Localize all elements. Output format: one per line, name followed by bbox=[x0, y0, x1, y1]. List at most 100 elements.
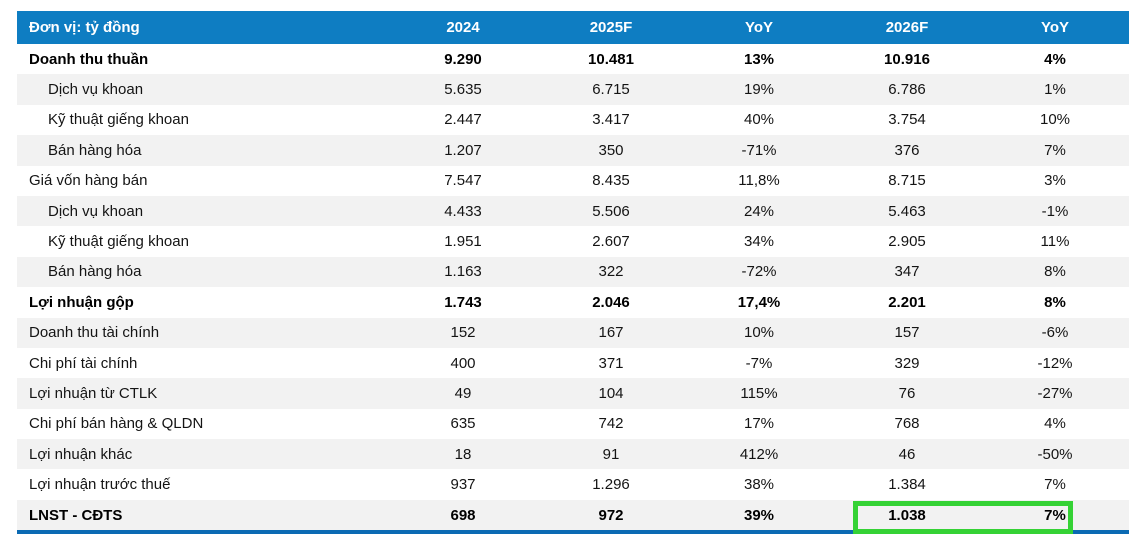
cell-yoy-col5: 11% bbox=[1040, 233, 1070, 251]
row-label: Giá vốn hàng bán bbox=[29, 172, 148, 190]
cell-2024-col1: 1.951 bbox=[444, 233, 482, 251]
table-row: Lợi nhuận khác 18 91 412% 46 -50% bbox=[17, 439, 1129, 470]
cell-2026f-col4: 10.916 bbox=[884, 50, 930, 68]
row-label: Lợi nhuận khác bbox=[29, 445, 133, 463]
row-label: Bán hàng hóa bbox=[48, 141, 142, 159]
cell-2025f-col2: 322 bbox=[598, 263, 624, 281]
column-header-2024: 2024 bbox=[446, 19, 480, 36]
column-header-yoy-2: YoY bbox=[1040, 19, 1070, 36]
cell-2025f-col2: 10.481 bbox=[588, 50, 634, 68]
cell-2026f-col4: 329 bbox=[894, 354, 920, 372]
cell-yoy-col5: 8% bbox=[1044, 263, 1066, 281]
cell-2024-col1: 2.447 bbox=[444, 111, 482, 129]
cell-2025f-col2: 104 bbox=[598, 384, 624, 402]
cell-2026f-col4: 46 bbox=[898, 445, 916, 463]
row-label: Dịch vụ khoan bbox=[48, 81, 144, 99]
table-row: LNST - CĐTS 698 972 39% 1.038 7% bbox=[17, 499, 1129, 531]
cell-2026f-col4: 3.754 bbox=[888, 111, 926, 129]
cell-yoy-col3: 17% bbox=[743, 415, 775, 433]
cell-2025f-col2: 972 bbox=[598, 506, 624, 524]
cell-yoy-col3: 38% bbox=[743, 476, 775, 494]
table-row: Kỹ thuật giếng khoan 1.951 2.607 34% 2.905 11… bbox=[17, 226, 1129, 257]
unit-label: Đơn vị: tỷ đồng bbox=[29, 19, 140, 36]
cell-2024-col1: 152 bbox=[450, 324, 476, 342]
table-row: Kỹ thuật giếng khoan 2.447 3.417 40% 3.754 10… bbox=[17, 104, 1129, 136]
cell-yoy-col5: 3% bbox=[1044, 172, 1066, 190]
cell-2024-col1: 937 bbox=[450, 476, 476, 494]
table-bottom-border bbox=[17, 530, 1129, 535]
cell-2025f-col2: 2.046 bbox=[592, 293, 630, 311]
table-row: Bán hàng hóa 1.207 350 -71% 376 7% bbox=[17, 135, 1129, 166]
cell-2026f-col4: 76 bbox=[898, 384, 916, 402]
table-row: Lợi nhuận trước thuế 937 1.296 38% 1.384 7% bbox=[17, 469, 1129, 500]
cell-2026f-col4: 157 bbox=[894, 324, 920, 342]
table-body: Doanh thu thuần 9.290 10.481 13% 10.916 4% Dịc… bbox=[17, 44, 1129, 531]
cell-2025f-col2: 742 bbox=[598, 415, 624, 433]
cell-yoy-col3: 13% bbox=[743, 50, 775, 68]
table-row: Bán hàng hóa 1.163 322 -72% 347 8% bbox=[17, 256, 1129, 288]
financial-forecast-table: Đơn vị: tỷ đồng 2024 2025F YoY 2026F YoY… bbox=[17, 11, 1129, 535]
cell-2024-col1: 5.635 bbox=[444, 81, 482, 99]
cell-yoy-col5: 7% bbox=[1044, 476, 1066, 494]
row-label: Bán hàng hóa bbox=[48, 263, 142, 281]
cell-yoy-col5: 4% bbox=[1044, 415, 1066, 433]
column-header-2025f: 2025F bbox=[589, 19, 633, 36]
cell-2025f-col2: 5.506 bbox=[592, 202, 630, 220]
cell-yoy-col3: 11,8% bbox=[738, 172, 780, 190]
cell-2026f-col4: 2.905 bbox=[888, 233, 926, 251]
cell-2025f-col2: 3.417 bbox=[592, 111, 630, 129]
cell-2026f-col4: 1.038 bbox=[888, 506, 926, 524]
cell-yoy-col3: 10% bbox=[743, 324, 775, 342]
table-row: Giá vốn hàng bán 7.547 8.435 11,8% 8.715 3% bbox=[17, 165, 1129, 196]
cell-2026f-col4: 1.384 bbox=[888, 476, 926, 494]
table-row: Dịch vụ khoan 4.433 5.506 24% 5.463 -1% bbox=[17, 195, 1129, 227]
cell-yoy-col5: 10% bbox=[1039, 111, 1071, 129]
cell-2024-col1: 9.290 bbox=[444, 50, 482, 68]
cell-2024-col1: 4.433 bbox=[444, 202, 482, 220]
cell-2026f-col4: 8.715 bbox=[888, 172, 926, 190]
row-label: Lợi nhuận gộp bbox=[29, 293, 134, 311]
table-row: Lợi nhuận gộp 1.743 2.046 17,4% 2.201 8% bbox=[17, 287, 1129, 318]
cell-2025f-col2: 91 bbox=[602, 445, 620, 463]
cell-yoy-col5: -50% bbox=[1037, 445, 1073, 463]
row-label: Chi phí bán hàng & QLDN bbox=[29, 415, 204, 433]
cell-2025f-col2: 167 bbox=[598, 324, 624, 342]
row-label: Chi phí tài chính bbox=[29, 354, 138, 372]
cell-2024-col1: 698 bbox=[450, 506, 476, 524]
cell-yoy-col5: 8% bbox=[1044, 293, 1066, 311]
cell-2024-col1: 400 bbox=[450, 354, 476, 372]
cell-2024-col1: 1.207 bbox=[444, 141, 482, 159]
cell-2026f-col4: 6.786 bbox=[888, 81, 926, 99]
cell-yoy-col3: 19% bbox=[743, 81, 775, 99]
cell-yoy-col5: 4% bbox=[1044, 50, 1066, 68]
cell-2026f-col4: 768 bbox=[894, 415, 920, 433]
row-label: Kỹ thuật giếng khoan bbox=[48, 111, 189, 129]
cell-2026f-col4: 2.201 bbox=[888, 293, 926, 311]
cell-yoy-col3: 115% bbox=[740, 384, 778, 402]
row-label: LNST - CĐTS bbox=[29, 506, 123, 524]
cell-2024-col1: 18 bbox=[454, 445, 472, 463]
cell-yoy-col3: 24% bbox=[743, 202, 775, 220]
row-label: Lợi nhuận từ CTLK bbox=[29, 384, 158, 402]
cell-2024-col1: 1.743 bbox=[444, 293, 482, 311]
cell-2025f-col2: 8.435 bbox=[592, 172, 630, 190]
cell-2025f-col2: 2.607 bbox=[592, 233, 630, 251]
cell-yoy-col5: -6% bbox=[1041, 324, 1069, 342]
row-label: Lợi nhuận trước thuế bbox=[29, 476, 171, 494]
cell-2025f-col2: 350 bbox=[598, 141, 624, 159]
row-label: Kỹ thuật giếng khoan bbox=[48, 233, 189, 251]
cell-yoy-col5: 7% bbox=[1044, 506, 1066, 524]
cell-yoy-col3: 412% bbox=[739, 445, 779, 463]
cell-yoy-col3: -71% bbox=[741, 141, 777, 159]
table-row: Chi phí tài chính 400 371 -7% 329 -12% bbox=[17, 347, 1129, 379]
cell-2025f-col2: 1.296 bbox=[592, 476, 630, 494]
cell-yoy-col5: 1% bbox=[1044, 81, 1066, 99]
cell-2025f-col2: 371 bbox=[598, 354, 624, 372]
cell-yoy-col5: 7% bbox=[1044, 141, 1066, 159]
column-header-yoy-1: YoY bbox=[744, 19, 774, 36]
cell-yoy-col3: 34% bbox=[743, 233, 775, 251]
cell-yoy-col3: -72% bbox=[741, 263, 777, 281]
cell-2024-col1: 7.547 bbox=[444, 172, 482, 190]
cell-2024-col1: 635 bbox=[450, 415, 476, 433]
